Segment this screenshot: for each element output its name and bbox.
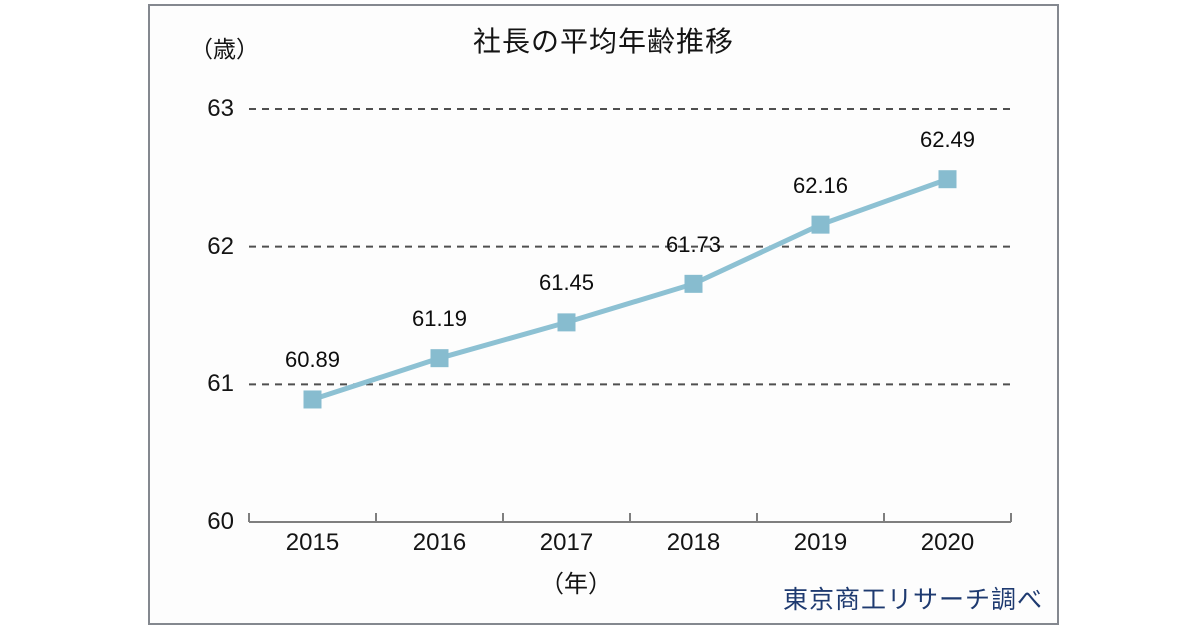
chart-frame: 社長の平均年齢推移 （歳） 63 62 61 60 60.89 61.19 61… [148,4,1059,625]
data-point-label: 62.49 [919,127,976,153]
trend-line [311,176,949,402]
plot-area [248,108,1012,523]
x-tick-label: 2020 [920,529,975,556]
data-point-marker [938,170,957,189]
chart-title: 社長の平均年齢推移 [472,26,734,57]
y-axis-unit-label: （歳） [190,36,259,62]
data-point-marker [303,390,322,409]
data-point-marker [684,274,703,293]
x-tick-label: 2018 [666,529,721,556]
data-point-marker [430,349,449,368]
x-tick-label: 2015 [285,529,340,556]
data-point-marker [811,215,830,234]
x-axis-unit-label: （年） [540,571,612,598]
y-tick-label: 63 [207,95,234,122]
y-tick-label: 60 [207,508,234,535]
y-tick-label: 62 [207,232,234,260]
x-tick-label: 2019 [793,529,848,556]
data-point-label: 61.19 [411,306,468,332]
x-tick-label: 2016 [412,529,467,556]
data-point-label: 62.16 [792,172,849,198]
data-point-label: 60.89 [284,347,341,373]
data-point-label: 61.73 [665,231,722,257]
y-tick-label: 61 [207,370,234,398]
source-note: 東京商工リサーチ調べ [782,586,1043,614]
data-point-label: 61.45 [538,270,595,296]
data-point-marker [557,313,576,332]
x-tick-label: 2017 [539,529,594,556]
